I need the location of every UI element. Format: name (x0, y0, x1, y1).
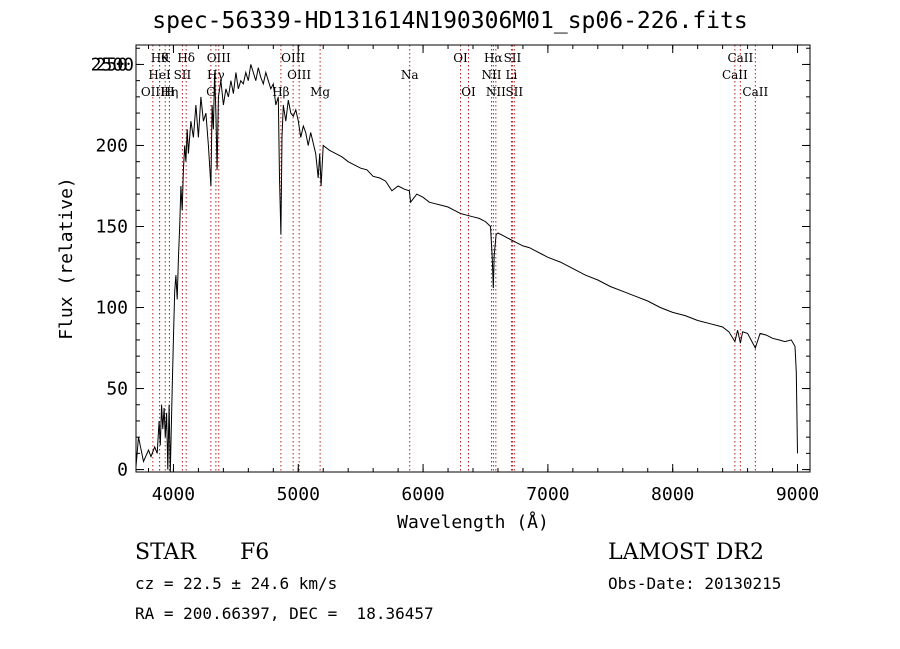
y-axis-label: Flux (relative) (56, 177, 77, 340)
x-tick-label: 4000 (152, 484, 195, 505)
line-label: CaII (742, 85, 768, 99)
line-label: Li (506, 68, 518, 82)
line-label: OIII (287, 68, 311, 82)
spectral-subclass: F6 (240, 540, 270, 565)
flux-series (135, 64, 798, 473)
x-axis-label: Wavelength (Å) (397, 511, 549, 533)
line-label: CaII (727, 51, 753, 65)
line-label: Mg (310, 85, 330, 99)
x-tick-label: 5000 (277, 484, 320, 505)
x-axis: 4000 5000 6000 7000 8000 9000 (147, 45, 819, 505)
y-corner-label: 2500 (91, 54, 134, 75)
line-label: SII (504, 51, 522, 65)
redshift-readout: cz = 22.5 ± 24.6 km/s (135, 574, 338, 593)
x-tick-label: 9000 (776, 484, 819, 505)
line-label: HeI (148, 68, 171, 82)
line-label: Hη (161, 85, 179, 99)
line-label: OIII (207, 51, 231, 65)
y-tick-label: 0 (117, 460, 128, 481)
line-label: OIII (141, 85, 165, 99)
line-label: OI (461, 85, 476, 99)
line-label: CaII (722, 68, 748, 82)
line-label: K (161, 51, 171, 65)
line-label: Hα (484, 51, 503, 65)
sky-coordinates: RA = 200.66397, DEC = 18.36457 (135, 604, 434, 623)
line-label: G (206, 85, 216, 99)
spectral-line-markers (152, 45, 756, 472)
line-label: H (164, 85, 174, 99)
y-tick-label: 50 (106, 379, 128, 400)
line-label: SII (505, 85, 523, 99)
observation-date: Obs-Date: 20130215 (608, 574, 782, 593)
x-tick-label: 8000 (651, 484, 694, 505)
line-label: Hβ (272, 85, 289, 99)
y-tick-label: 250 (95, 54, 128, 75)
line-label: OI (453, 51, 468, 65)
survey-name: LAMOST DR2 (608, 540, 764, 565)
y-tick-label: 100 (95, 298, 128, 319)
x-tick-label: 6000 (401, 484, 444, 505)
line-label: Na (401, 68, 419, 82)
line-label: OIII (281, 51, 305, 65)
line-label: SII (174, 68, 192, 82)
line-label: Hδ (177, 51, 195, 65)
line-label: Hγ (207, 68, 225, 82)
chart-title: spec-56339-HD131614N190306M01_sp06-226.f… (152, 8, 748, 34)
plot-frame (135, 44, 811, 473)
spectral-line-labels: OIIIHθHeIKHηHSIIHδGHγOIIIHβOIIIOIIIMgNaO… (141, 51, 769, 99)
y-tick-label: 200 (95, 135, 128, 156)
line-label: NII (486, 85, 506, 99)
y-tick-label: 150 (95, 216, 128, 237)
x-tick-label: 7000 (526, 484, 569, 505)
flux-series-line (135, 64, 798, 473)
line-label: Hθ (151, 51, 169, 65)
line-label: NII (481, 68, 501, 82)
object-class: STAR (135, 540, 196, 565)
